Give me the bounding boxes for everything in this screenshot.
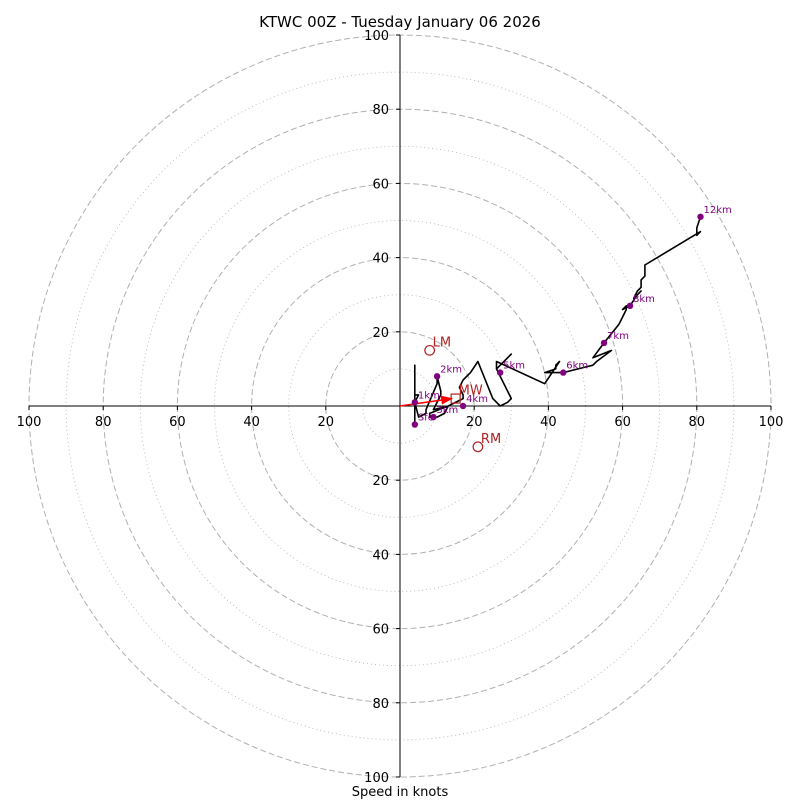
y-tick-label: 20	[372, 474, 389, 489]
y-tick-label: 80	[372, 697, 389, 712]
x-tick-label: 80	[95, 415, 112, 430]
x-tick-label: 60	[614, 415, 631, 430]
y-tick-label: 60	[372, 623, 389, 638]
height-marker-5km	[496, 369, 504, 376]
height-marker-2km	[433, 373, 441, 380]
height-label-2km: 2km	[440, 364, 462, 375]
storm-label-lm: LM	[433, 335, 451, 350]
x-tick-label: 80	[689, 415, 706, 430]
height-marker-8km	[626, 302, 634, 310]
chart-title: KTWC 00Z - Tuesday January 06 2026	[259, 13, 541, 31]
height-marker-7km	[600, 339, 608, 347]
tick-labels: 100 80 60 40 20 20 40 60 80 100 100 80 60 40 20 20 40 60 8…	[17, 29, 784, 786]
height-marker-12km	[697, 213, 704, 220]
storm-marker-mw	[450, 393, 461, 404]
height-label-4km: 4km	[466, 394, 488, 405]
y-tick-label: 40	[372, 548, 389, 563]
height-label-1km: 1km	[418, 390, 440, 401]
y-tick-label: 60	[372, 177, 389, 192]
x-tick-label: 100	[17, 415, 42, 430]
height-markers: Sfc 1km 2km 3km 4km 5km 6km 7km 8km 12km	[411, 205, 732, 428]
hodograph-line	[413, 216, 702, 425]
x-tick-label: 40	[243, 415, 260, 430]
y-tick-label: 40	[372, 252, 389, 267]
storm-label-mw: MW	[459, 384, 483, 399]
storm-motion-markers: LM MW RM	[424, 335, 501, 453]
height-label-7km: 7km	[607, 331, 629, 342]
y-tick-label: 80	[372, 103, 389, 118]
x-tick-label: 60	[169, 415, 186, 430]
x-axis-label: Speed in knots	[352, 785, 449, 800]
x-tick-label: 40	[540, 415, 557, 430]
height-marker-sfc	[411, 421, 419, 428]
height-label-12km: 12km	[704, 205, 732, 216]
height-marker-1km	[411, 399, 419, 406]
shear-vector-arrow	[399, 395, 454, 407]
y-tick-label: 100	[364, 29, 389, 44]
height-marker-3km	[430, 413, 437, 421]
height-label-6km: 6km	[566, 361, 588, 372]
height-label-5km: 5km	[503, 361, 525, 372]
x-tick-label: 100	[759, 415, 784, 430]
x-tick-label: 20	[318, 415, 335, 430]
height-marker-4km	[459, 402, 467, 410]
storm-marker-rm	[472, 441, 484, 453]
height-marker-6km	[560, 369, 567, 376]
height-label-3km: 3km	[436, 405, 458, 416]
y-tick-label: 100	[364, 771, 389, 786]
y-tick-label: 20	[372, 326, 389, 341]
hodograph-trace	[399, 216, 702, 425]
height-label-sfc: Sfc	[418, 413, 433, 424]
height-label-8km: 8km	[633, 294, 655, 305]
x-tick-label: 20	[466, 415, 483, 430]
storm-label-rm: RM	[481, 432, 501, 447]
storm-marker-lm	[424, 344, 436, 356]
